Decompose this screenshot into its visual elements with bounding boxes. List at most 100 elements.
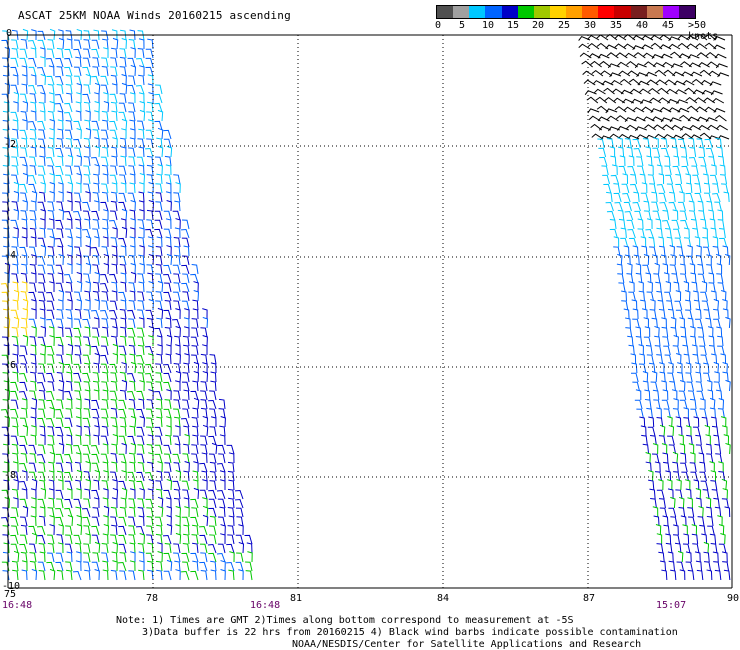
wind-barb (129, 182, 136, 194)
wind-barb (165, 182, 172, 194)
wind-barb (632, 45, 645, 51)
wind-barb (20, 147, 28, 158)
wind-barb (118, 192, 127, 203)
wind-barb (83, 183, 91, 194)
wind-barb (146, 408, 154, 419)
wind-barb (183, 344, 190, 356)
wind-barb (63, 111, 73, 122)
wind-barb (693, 299, 701, 311)
wind-barb (19, 129, 28, 140)
wind-barb (12, 263, 19, 275)
wind-barb (166, 497, 172, 509)
wind-barb (128, 570, 136, 581)
wind-barb (210, 560, 217, 572)
wind-barb (183, 389, 190, 401)
wind-barb (597, 116, 610, 122)
wind-barb (652, 254, 658, 266)
wind-barb (590, 123, 603, 131)
wind-barb (47, 426, 55, 437)
wind-barb (609, 72, 622, 78)
wind-barb (653, 156, 662, 167)
wind-barb (175, 326, 181, 338)
wind-barb (21, 218, 28, 230)
wind-barb (707, 380, 713, 392)
wind-barb (58, 524, 64, 536)
wind-barb (720, 416, 727, 428)
wind-barb (606, 210, 616, 221)
wind-barb (127, 309, 136, 320)
wind-barb (173, 300, 181, 311)
wind-barb (83, 30, 91, 41)
wind-barb (649, 183, 657, 194)
wind-barb (120, 245, 127, 257)
wind-barb (147, 461, 154, 473)
wind-barb (706, 200, 713, 212)
wind-barb (617, 146, 625, 158)
note-line-3: NOAA/NESDIS/Center for Satellite Applica… (292, 639, 642, 650)
wind-barb (651, 201, 659, 212)
wind-barb (166, 245, 172, 257)
wind-barb (38, 282, 46, 293)
wind-barb (184, 461, 190, 473)
wind-barb (668, 43, 681, 50)
wind-barb (665, 228, 672, 239)
wind-barb (695, 371, 702, 383)
wind-barb (110, 210, 118, 221)
wind-barb (31, 326, 37, 338)
wind-barb (4, 416, 10, 428)
wind-barb (55, 426, 64, 437)
wind-barb (175, 569, 181, 581)
wind-barb (663, 272, 670, 284)
wind-barb (28, 291, 37, 302)
wind-barb (19, 372, 28, 383)
wind-barb (137, 507, 145, 518)
wind-barb (192, 434, 199, 446)
wind-barb (30, 416, 37, 428)
wind-barb (183, 497, 190, 509)
wind-barb (139, 209, 145, 221)
wind-barb (717, 408, 725, 419)
wind-barb (82, 318, 91, 329)
wind-barb (623, 43, 636, 50)
wind-barb (653, 399, 661, 410)
wind-barb (697, 62, 710, 68)
wind-barb (674, 89, 687, 95)
wind-barb (614, 43, 627, 50)
wind-barb (633, 147, 643, 158)
wind-barb (654, 262, 660, 275)
wind-barb (655, 79, 668, 86)
wind-barb (689, 210, 697, 221)
wind-barb (21, 227, 28, 239)
wind-barb (678, 201, 686, 212)
wind-barb (663, 408, 671, 419)
scale-label-10: 10 (481, 20, 495, 31)
wind-barb (647, 174, 656, 185)
wind-barb (155, 372, 163, 383)
wind-barb (37, 39, 46, 50)
wind-barb (47, 83, 55, 95)
wind-barb (101, 30, 109, 41)
wind-barb (92, 281, 100, 293)
wind-barb (200, 399, 208, 410)
wind-barb (73, 66, 82, 77)
wind-barb (76, 28, 83, 41)
wind-barb (228, 515, 235, 527)
wind-barb (65, 120, 73, 131)
wind-barb (648, 362, 656, 374)
wind-barb (138, 38, 145, 50)
wind-barb (38, 299, 46, 311)
wind-barb (10, 57, 19, 68)
wind-barb (155, 300, 163, 311)
wind-barb (682, 344, 689, 356)
wind-barb (49, 181, 55, 194)
wind-barb (166, 389, 172, 401)
wind-barb (658, 97, 671, 104)
wind-barb (3, 101, 10, 113)
wind-barb (91, 210, 100, 221)
wind-barb (655, 218, 662, 230)
wind-barb (58, 379, 65, 392)
wind-barb (163, 408, 172, 419)
wind-barb (584, 90, 597, 96)
wind-barb (190, 336, 199, 347)
wind-barb (680, 335, 688, 347)
